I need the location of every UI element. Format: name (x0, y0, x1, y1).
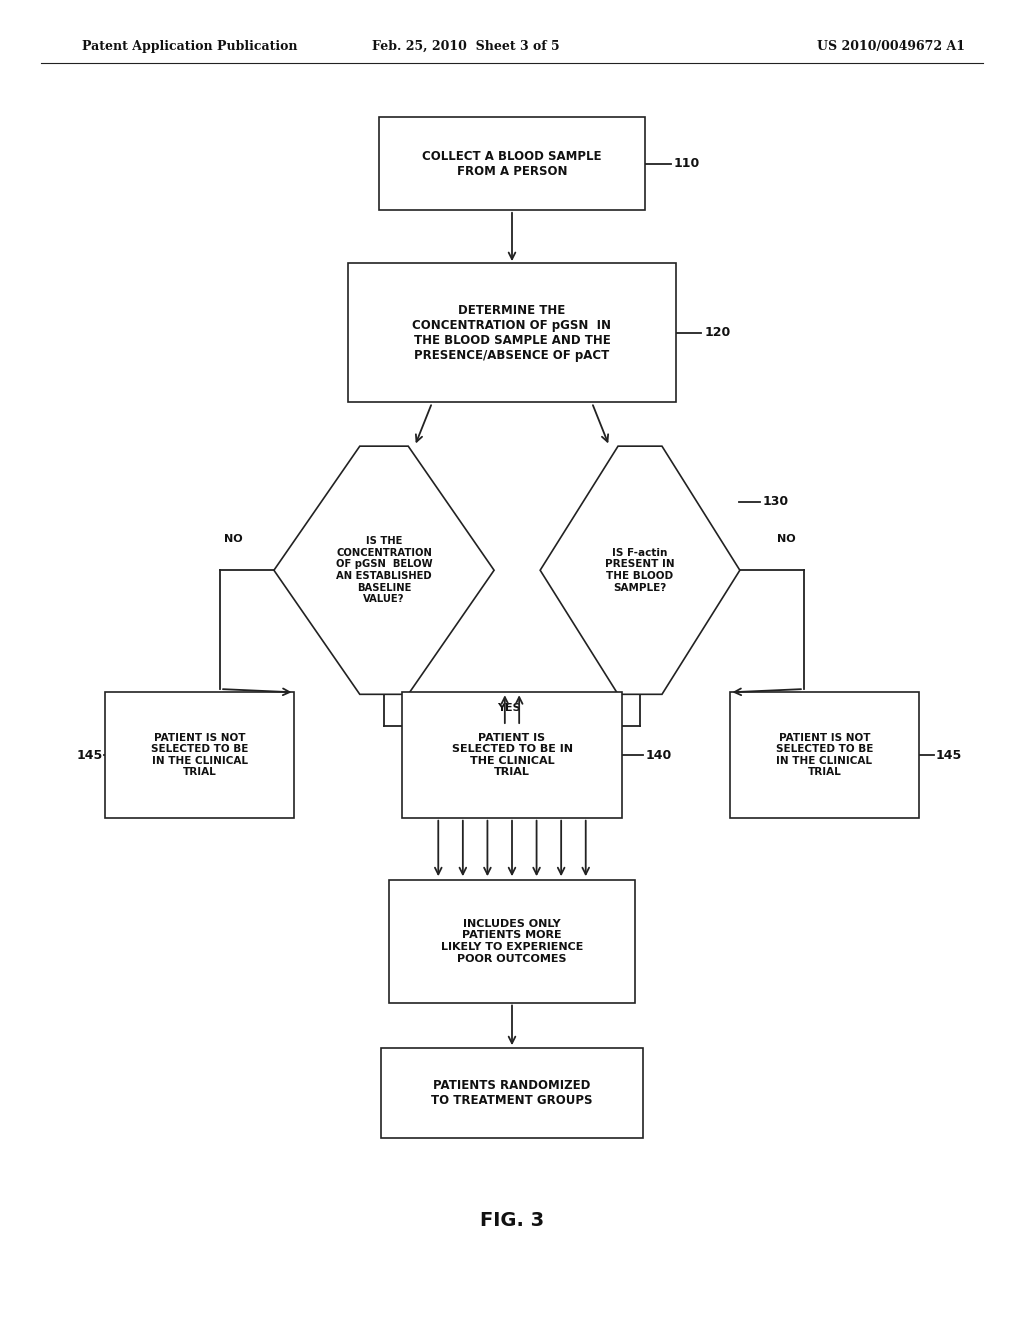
Text: 130: 130 (763, 495, 790, 508)
FancyBboxPatch shape (729, 692, 920, 817)
Text: 140: 140 (645, 748, 672, 762)
FancyBboxPatch shape (401, 692, 623, 817)
FancyBboxPatch shape (379, 117, 645, 210)
Text: YES: YES (497, 702, 521, 713)
Text: 145: 145 (76, 748, 102, 762)
Text: Feb. 25, 2010  Sheet 3 of 5: Feb. 25, 2010 Sheet 3 of 5 (372, 40, 560, 53)
FancyBboxPatch shape (389, 879, 635, 1003)
Text: IS F-actin
PRESENT IN
THE BLOOD
SAMPLE?: IS F-actin PRESENT IN THE BLOOD SAMPLE? (605, 548, 675, 593)
Text: 120: 120 (705, 326, 731, 339)
Text: PATIENT IS
SELECTED TO BE IN
THE CLINICAL
TRIAL: PATIENT IS SELECTED TO BE IN THE CLINICA… (452, 733, 572, 777)
Text: NO: NO (777, 533, 796, 544)
Text: US 2010/0049672 A1: US 2010/0049672 A1 (817, 40, 965, 53)
FancyBboxPatch shape (381, 1048, 643, 1138)
FancyBboxPatch shape (348, 263, 676, 401)
Text: DETERMINE THE
CONCENTRATION OF pGSN  IN
THE BLOOD SAMPLE AND THE
PRESENCE/ABSENC: DETERMINE THE CONCENTRATION OF pGSN IN T… (413, 304, 611, 362)
Text: INCLUDES ONLY
PATIENTS MORE
LIKELY TO EXPERIENCE
POOR OUTCOMES: INCLUDES ONLY PATIENTS MORE LIKELY TO EX… (440, 919, 584, 964)
Polygon shape (274, 446, 494, 694)
Text: PATIENTS RANDOMIZED
TO TREATMENT GROUPS: PATIENTS RANDOMIZED TO TREATMENT GROUPS (431, 1078, 593, 1107)
Text: Patent Application Publication: Patent Application Publication (82, 40, 297, 53)
FancyBboxPatch shape (105, 692, 295, 817)
Text: FIG. 3: FIG. 3 (480, 1212, 544, 1230)
Text: 110: 110 (674, 157, 700, 170)
Text: 145: 145 (936, 748, 963, 762)
Text: NO: NO (224, 533, 243, 544)
Text: IS THE
CONCENTRATION
OF pGSN  BELOW
AN ESTABLISHED
BASELINE
VALUE?: IS THE CONCENTRATION OF pGSN BELOW AN ES… (336, 536, 432, 605)
Text: COLLECT A BLOOD SAMPLE
FROM A PERSON: COLLECT A BLOOD SAMPLE FROM A PERSON (422, 149, 602, 178)
Text: PATIENT IS NOT
SELECTED TO BE
IN THE CLINICAL
TRIAL: PATIENT IS NOT SELECTED TO BE IN THE CLI… (775, 733, 873, 777)
Text: PATIENT IS NOT
SELECTED TO BE
IN THE CLINICAL
TRIAL: PATIENT IS NOT SELECTED TO BE IN THE CLI… (151, 733, 249, 777)
Polygon shape (541, 446, 739, 694)
